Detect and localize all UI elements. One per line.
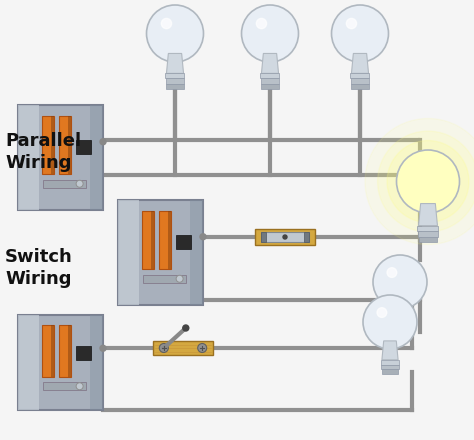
Circle shape <box>200 234 206 240</box>
Circle shape <box>387 140 469 223</box>
Circle shape <box>363 295 417 349</box>
Bar <box>151 211 154 269</box>
Polygon shape <box>382 370 398 374</box>
Bar <box>261 232 309 242</box>
Polygon shape <box>166 53 183 73</box>
Bar <box>168 211 171 269</box>
Bar <box>18 315 39 410</box>
Bar <box>90 105 103 210</box>
Text: Switch
Wiring: Switch Wiring <box>5 248 73 288</box>
Polygon shape <box>392 325 409 330</box>
Polygon shape <box>419 204 438 226</box>
Bar <box>59 325 71 377</box>
Circle shape <box>76 180 83 187</box>
Circle shape <box>373 255 427 309</box>
Bar <box>176 235 191 249</box>
Circle shape <box>146 5 203 62</box>
Bar <box>190 200 203 305</box>
Circle shape <box>176 275 183 282</box>
Bar <box>261 232 266 242</box>
Polygon shape <box>165 73 184 78</box>
Bar <box>118 200 203 305</box>
Polygon shape <box>382 365 399 370</box>
Polygon shape <box>351 78 369 84</box>
Polygon shape <box>392 330 408 334</box>
Text: Parallel
Wiring: Parallel Wiring <box>5 132 81 172</box>
Bar <box>42 325 54 377</box>
Circle shape <box>378 131 474 232</box>
Circle shape <box>76 383 83 390</box>
Circle shape <box>346 18 356 29</box>
Polygon shape <box>261 73 280 78</box>
Bar <box>42 116 54 174</box>
Polygon shape <box>261 78 279 84</box>
Polygon shape <box>262 84 279 88</box>
Bar <box>68 325 71 377</box>
Bar <box>18 105 103 210</box>
Bar <box>51 325 54 377</box>
Bar <box>51 116 54 174</box>
Bar <box>304 232 309 242</box>
Circle shape <box>377 308 387 317</box>
Bar <box>76 139 91 154</box>
Circle shape <box>159 344 168 352</box>
Polygon shape <box>262 53 279 73</box>
Polygon shape <box>166 84 183 88</box>
Circle shape <box>396 150 459 213</box>
Bar <box>44 382 86 390</box>
Bar <box>159 211 171 269</box>
Polygon shape <box>418 231 438 237</box>
Polygon shape <box>382 341 398 360</box>
Bar <box>18 315 103 410</box>
Bar <box>68 116 71 174</box>
Circle shape <box>365 118 474 245</box>
Circle shape <box>198 344 207 352</box>
Polygon shape <box>391 320 409 325</box>
Polygon shape <box>350 73 370 78</box>
Polygon shape <box>392 301 408 320</box>
Bar <box>142 211 154 269</box>
Circle shape <box>387 268 397 277</box>
Circle shape <box>100 345 106 351</box>
Polygon shape <box>418 226 438 231</box>
Polygon shape <box>351 53 369 73</box>
Bar <box>90 315 103 410</box>
Circle shape <box>256 18 266 29</box>
Polygon shape <box>166 78 184 84</box>
Circle shape <box>100 139 106 145</box>
Circle shape <box>241 5 299 62</box>
Polygon shape <box>351 84 369 88</box>
Bar <box>59 116 71 174</box>
Bar <box>118 200 139 305</box>
Bar <box>44 180 86 188</box>
Circle shape <box>283 235 287 239</box>
Circle shape <box>331 5 389 62</box>
Polygon shape <box>381 360 399 365</box>
Circle shape <box>183 325 189 331</box>
Circle shape <box>161 18 172 29</box>
Bar <box>153 341 213 355</box>
Bar <box>255 229 315 245</box>
Bar <box>18 105 39 210</box>
Bar <box>144 275 186 283</box>
Bar <box>76 346 91 359</box>
Polygon shape <box>419 237 438 242</box>
